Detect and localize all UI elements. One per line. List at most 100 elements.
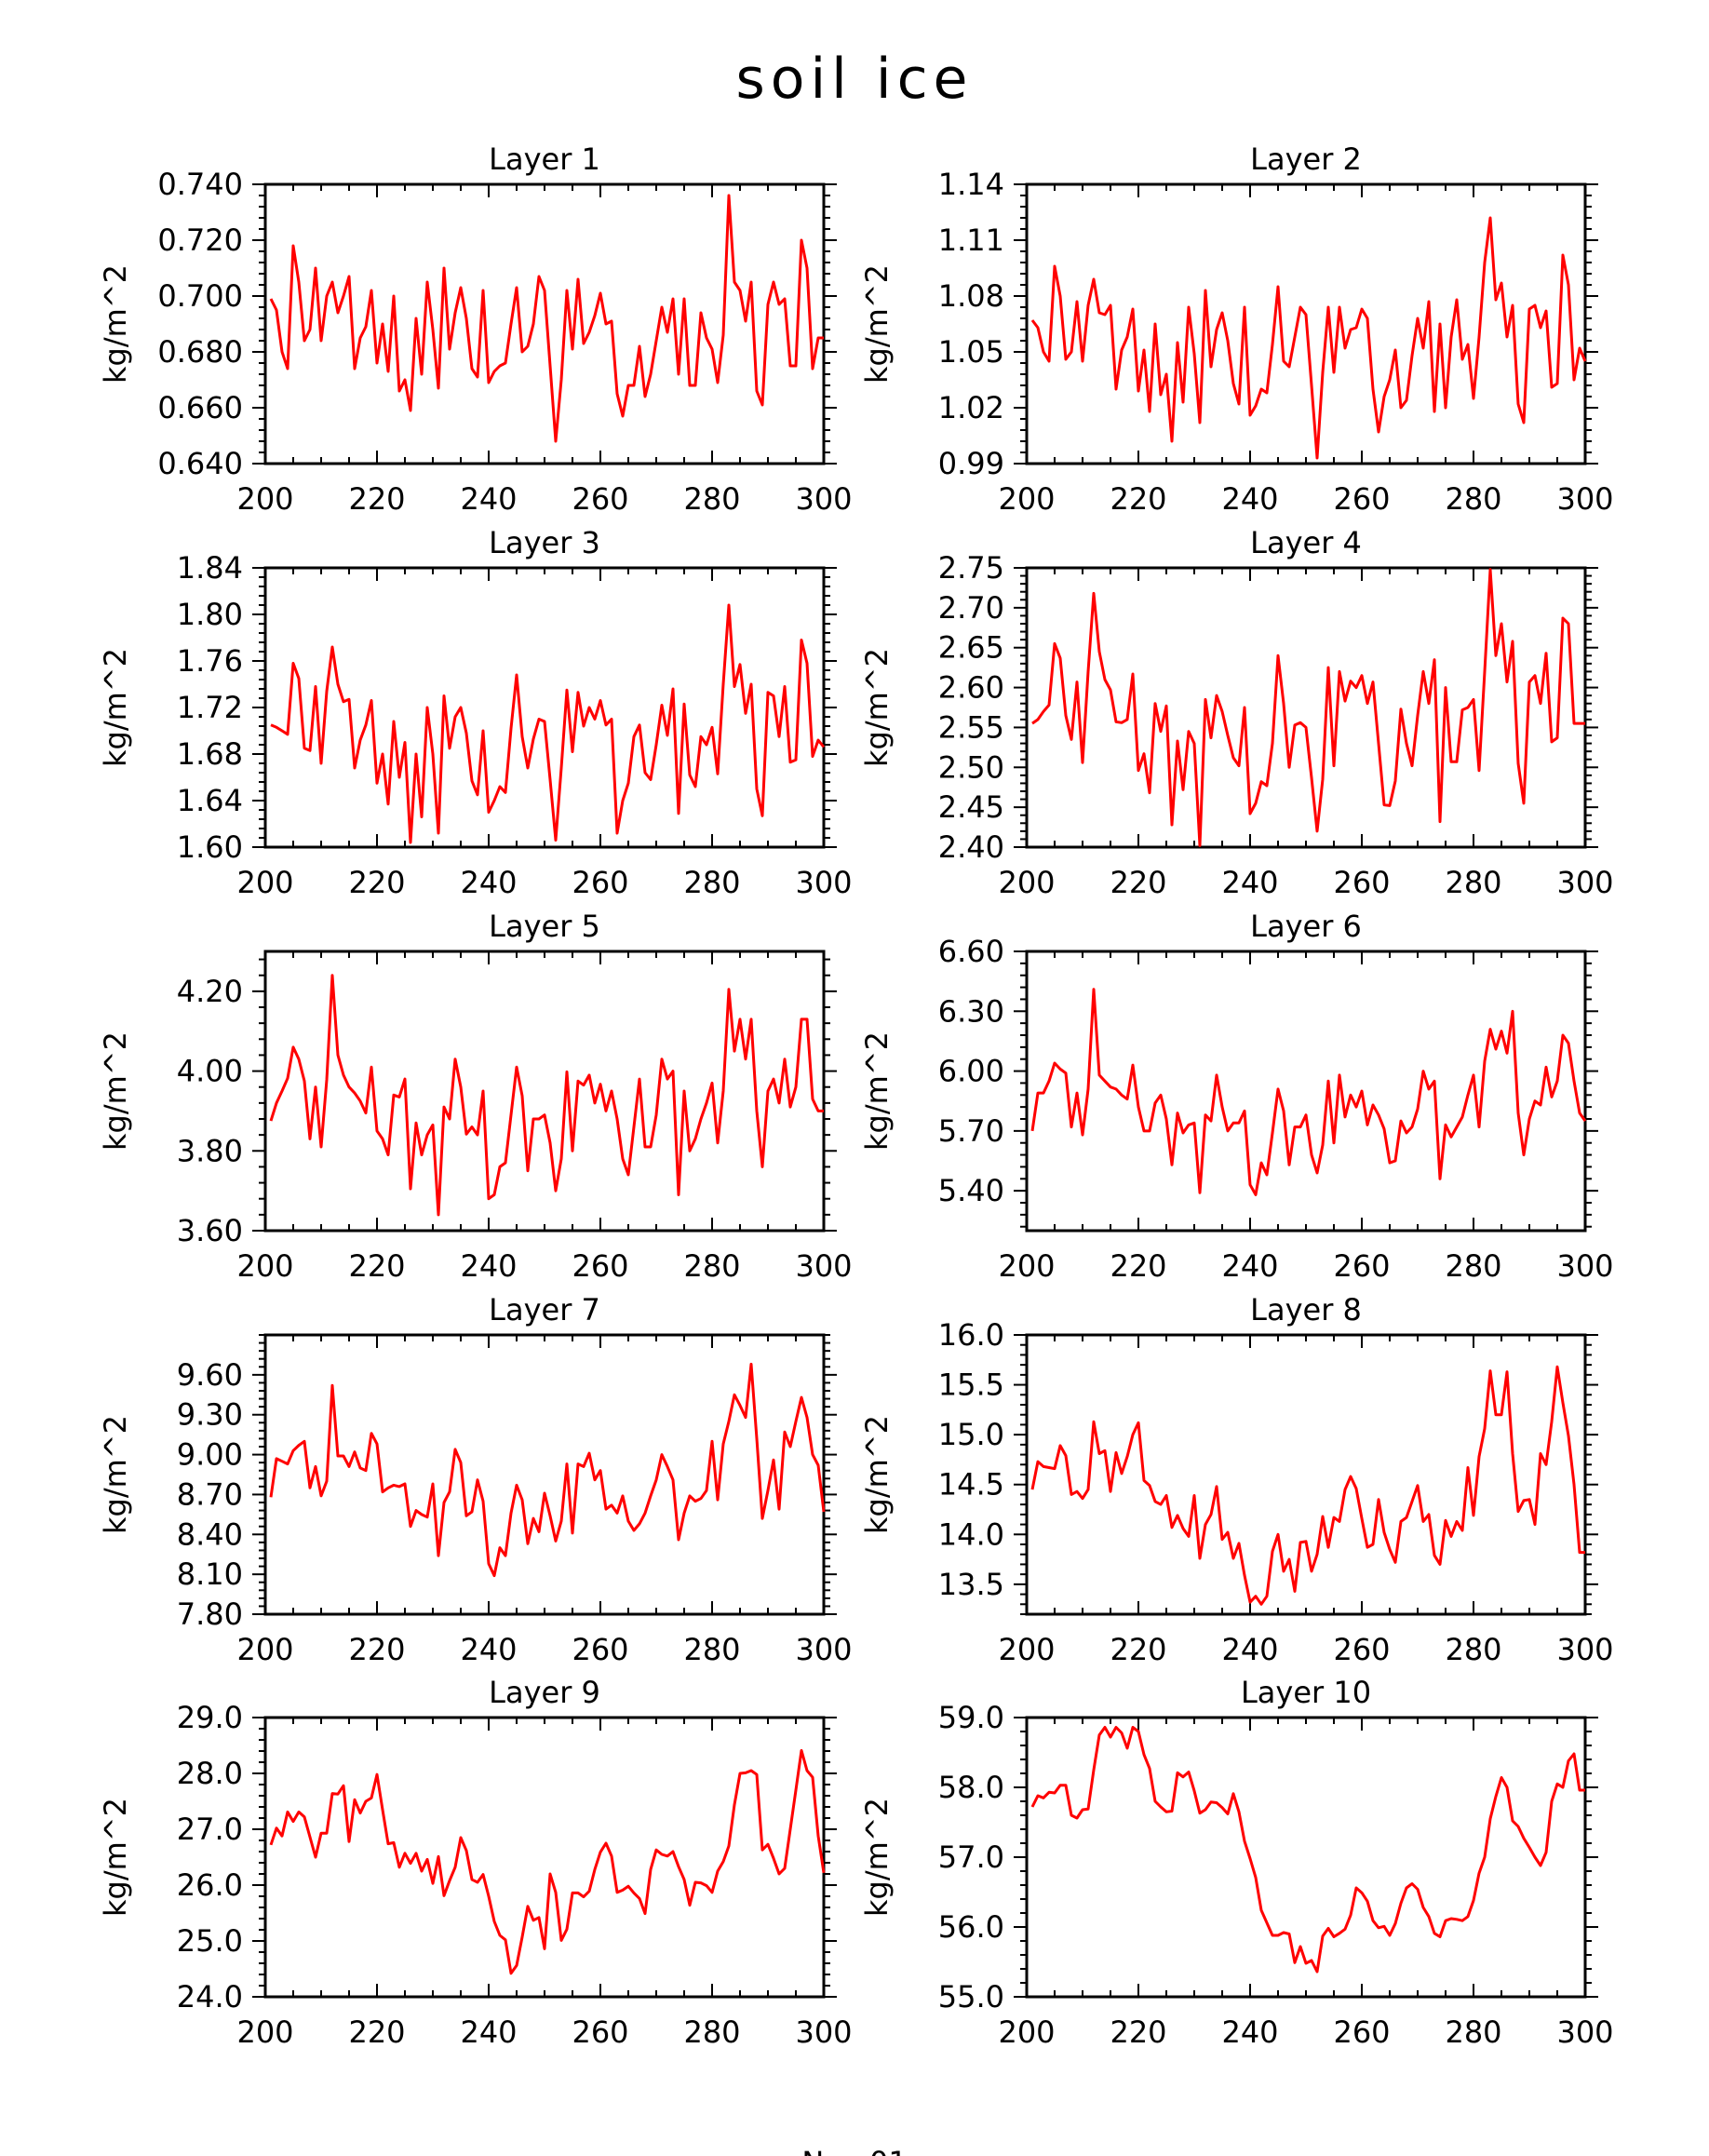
y-tick-label: 0.700 [157,278,243,314]
panel-4: Layer 4 kg/m^2 200 220 240 260 280 300 2.40 2.45 2… [859,525,1614,900]
y-tick-label: 6.30 [938,993,1004,1029]
x-tick-label: 220 [348,2015,405,2050]
y-tick-label: 4.20 [177,974,243,1009]
data-line [269,1362,826,1578]
data-line [1030,1726,1585,1974]
panel-6: Layer 6 kg/m^2 200 220 240 260 280 300 5.40 5.70 6… [859,909,1614,1284]
x-tick-label: 300 [1556,865,1613,900]
x-tick-label: 240 [1221,2015,1278,2050]
y-tick-label: 8.10 [177,1556,243,1592]
x-tick-label: 240 [460,1632,517,1667]
y-axis-label: kg/m^2 [98,1415,133,1534]
x-tick-label: 200 [236,1248,293,1284]
plot-frame [1025,1716,1587,1999]
x-tick-label: 280 [683,1248,740,1284]
y-axis-label: kg/m^2 [98,1798,133,1917]
panel-5: Layer 5 kg/m^2 200 220 240 260 280 300 3.60 3.80 4… [98,909,853,1284]
x-tick-label: 220 [1110,1632,1166,1667]
x-tick-label: 200 [998,865,1055,900]
x-tick-label: 300 [1556,1248,1613,1284]
y-tick-label: 0.740 [157,167,243,202]
x-tick-label: 300 [1556,481,1613,517]
x-tick-label: 200 [998,2015,1055,2050]
panel-9: Layer 9 kg/m^2 200 220 240 260 280 300 24.0 25.0 2… [98,1675,853,2050]
panel-7: Layer 7 kg/m^2 200 220 240 260 280 300 7.80 8.10 8… [98,1292,853,1667]
x-tick-label: 220 [348,1632,405,1667]
x-tick-label: 260 [1333,1248,1390,1284]
y-tick-label: 8.40 [177,1516,243,1552]
x-tick-label: 300 [1556,1632,1613,1667]
x-tick-label: 200 [236,2015,293,2050]
y-tick-label: 1.08 [938,278,1004,314]
data-line [1030,1365,1585,1606]
y-tick-label: 1.05 [938,334,1004,370]
x-tick-label: 280 [1445,1632,1501,1667]
panel-title: Layer 8 [1250,1292,1362,1327]
plot-frame [263,950,826,1233]
x-tick-label: 220 [1110,865,1166,900]
y-tick-label: 55.0 [938,1979,1004,2015]
x-tick-label: 240 [1221,481,1278,517]
data-line [269,974,824,1217]
x-tick-label: 280 [683,2015,740,2050]
panel-title: Layer 5 [489,909,600,944]
plot-frame [263,182,826,465]
x-tick-label: 280 [683,1632,740,1667]
x-tick-label: 240 [460,865,517,900]
y-tick-label: 1.64 [177,783,243,818]
y-tick-label: 0.680 [157,334,243,370]
y-axis-label: kg/m^2 [859,648,895,767]
data-line [1030,988,1587,1196]
y-tick-label: 28.0 [177,1756,243,1791]
y-tick-label: 25.0 [177,1923,243,1959]
x-tick-label: 300 [795,1632,852,1667]
y-tick-label: 3.60 [177,1213,243,1248]
y-axis-label: kg/m^2 [859,1031,895,1151]
x-tick-label: 300 [1556,2015,1613,2050]
x-tick-label: 240 [460,2015,517,2050]
data-line [269,194,824,443]
y-tick-label: 1.68 [177,736,243,772]
panel-2: Layer 2 kg/m^2 200 220 240 260 280 300 0.99 1.02 1… [859,141,1614,517]
bottom-time-label: Nov 01 [801,2145,907,2156]
y-tick-label: 14.0 [938,1516,1004,1552]
x-tick-label: 260 [1333,865,1390,900]
y-tick-label: 16.0 [938,1317,1004,1353]
panel-title: Layer 4 [1250,525,1362,560]
y-tick-label: 2.40 [938,829,1004,865]
y-tick-label: 14.5 [938,1467,1004,1502]
x-tick-label: 260 [572,1632,628,1667]
x-tick-label: 300 [795,1248,852,1284]
y-tick-label: 13.5 [938,1567,1004,1602]
y-tick-label: 0.660 [157,390,243,425]
x-tick-label: 260 [572,2015,628,2050]
y-tick-label: 2.70 [938,590,1004,626]
plot-frame [1025,950,1587,1233]
x-tick-label: 220 [348,1248,405,1284]
y-tick-label: 6.00 [938,1054,1004,1089]
x-tick-label: 280 [1445,2015,1501,2050]
x-tick-label: 220 [348,865,405,900]
y-tick-label: 5.40 [938,1173,1004,1208]
panels: Layer 1 kg/m^2 200 220 240 260 280 300 0.640 0.66… [98,141,1614,2050]
x-tick-label: 280 [1445,481,1501,517]
plot-frame [263,1716,826,1999]
y-tick-label: 1.60 [177,829,243,865]
y-axis-label: kg/m^2 [98,264,133,384]
y-tick-label: 2.55 [938,709,1004,745]
y-tick-label: 59.0 [938,1700,1004,1735]
y-axis-label: kg/m^2 [98,1031,133,1151]
y-tick-label: 7.80 [177,1597,243,1632]
panel-title: Layer 9 [489,1675,600,1710]
y-tick-label: 58.0 [938,1770,1004,1805]
data-line [269,1748,826,1975]
x-tick-label: 200 [998,481,1055,517]
y-tick-label: 0.720 [157,222,243,258]
x-tick-label: 220 [1110,481,1166,517]
plot-frame [263,1333,826,1616]
x-tick-label: 260 [1333,481,1390,517]
y-tick-label: 0.99 [938,446,1004,481]
plot-frame [1025,1333,1587,1616]
x-tick-label: 200 [236,1632,293,1667]
